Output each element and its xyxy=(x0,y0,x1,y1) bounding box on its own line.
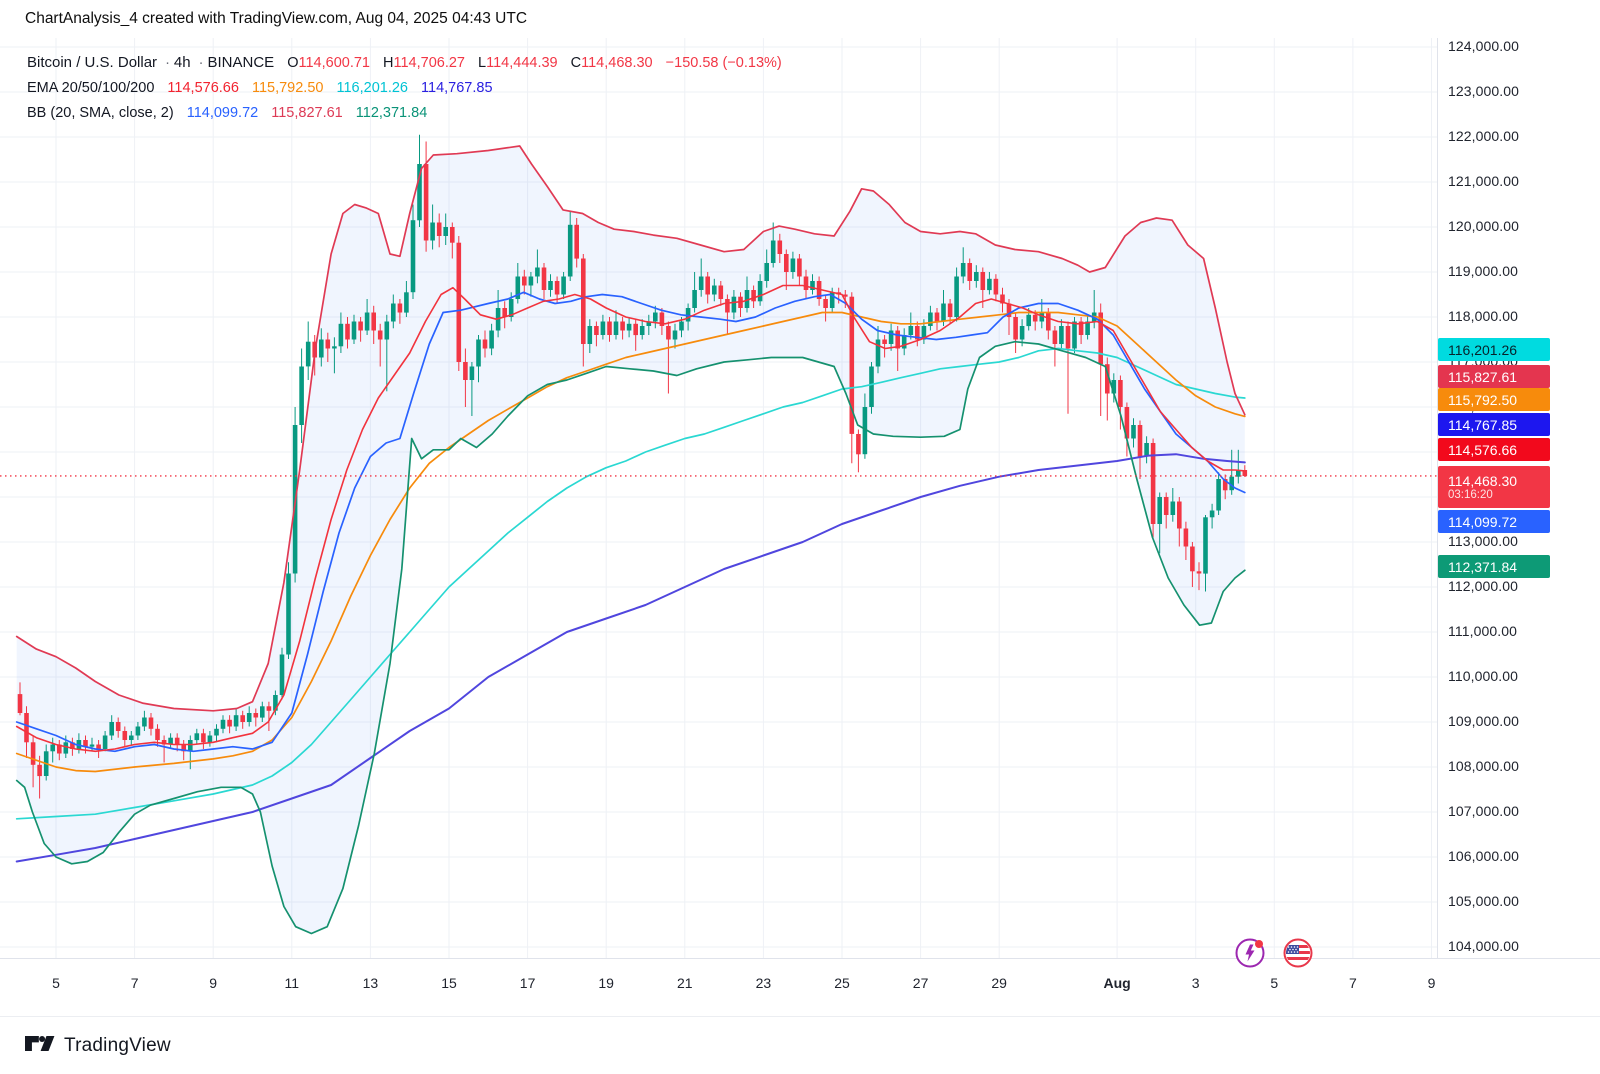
ema-50-line xyxy=(15,311,1246,773)
time-tick-label: 23 xyxy=(755,975,772,991)
time-tick-label: 19 xyxy=(598,975,614,991)
time-tick-label: 13 xyxy=(362,975,379,991)
ema100-value: 116,201.26 xyxy=(336,80,408,96)
page-title-text: ChartAnalysis_4 created with TradingView… xyxy=(25,10,528,27)
price-tick-label: 106,000.00 xyxy=(1448,848,1520,864)
time-tick-label: 15 xyxy=(441,975,457,991)
low-value: 114,444.39 xyxy=(486,55,558,71)
time-axis[interactable]: 5 7 9 11 13 15 17 19 21 23 25 27 29 Aug 3 5 7 9 xyxy=(0,958,1600,1016)
price-tick-label: 122,000.00 xyxy=(1448,128,1520,144)
bb-lower-line xyxy=(15,340,1246,935)
price-badge: 114,767.85 xyxy=(1438,413,1550,436)
ema-20-line xyxy=(15,284,1246,753)
page-title: ChartAnalysis_4 created with TradingView… xyxy=(0,0,1600,38)
interval-label: 4h xyxy=(173,54,191,71)
legend-bb-row[interactable]: BB (20, SMA, close, 2) 114,099.72 115,82… xyxy=(27,101,782,126)
legend-separator: · xyxy=(198,55,204,71)
ema200-value: 114,767.85 xyxy=(421,80,493,96)
ema50-value: 115,792.50 xyxy=(251,80,324,96)
price-badge: 116,201.26 xyxy=(1438,338,1550,361)
time-tick-label: 17 xyxy=(519,975,536,991)
lightning-event-icon[interactable] xyxy=(1234,937,1266,969)
us-flag-event-icon[interactable] xyxy=(1282,937,1314,969)
time-tick-label: 9 xyxy=(1427,975,1436,991)
price-badge: 114,099.72 xyxy=(1438,510,1550,533)
price-tick-label: 108,000.00 xyxy=(1448,758,1520,774)
time-tick-label: 7 xyxy=(1348,975,1357,991)
price-tick-label: 120,000.00 xyxy=(1448,218,1520,234)
tradingview-brand-text[interactable]: TradingView xyxy=(64,1034,171,1056)
candlestick-series xyxy=(17,134,1248,799)
open-value: 114,600.71 xyxy=(298,55,370,71)
price-tick-label: 124,000.00 xyxy=(1448,38,1520,54)
footer-bar: TradingView xyxy=(0,1016,1600,1074)
price-badge: 115,792.50 xyxy=(1438,388,1550,411)
time-tick-label: 29 xyxy=(991,975,1007,991)
price-badge: 114,576.66 xyxy=(1438,438,1550,461)
bb-lower-value: 112,371.84 xyxy=(355,105,428,121)
price-axis-border xyxy=(1437,34,1438,958)
change-value: −150.58 (−0.13%) xyxy=(665,55,782,71)
price-tick-label: 112,000.00 xyxy=(1448,578,1519,594)
low-label: L xyxy=(478,55,487,71)
price-tick-label: 113,000.00 xyxy=(1448,533,1519,549)
time-tick-label: 9 xyxy=(209,975,218,991)
price-badge: 115,827.61 xyxy=(1438,365,1550,388)
price-tick-label: 105,000.00 xyxy=(1448,893,1520,909)
time-tick-label: 25 xyxy=(834,975,850,991)
price-tick-label: 111,000.00 xyxy=(1448,623,1517,639)
chart-legend: Bitcoin / U.S. Dollar · 4h · BINANCE O114,… xyxy=(27,50,782,126)
legend-separator: · xyxy=(165,55,170,71)
bb-basis-line xyxy=(15,291,1246,753)
price-tick-label: 107,000.00 xyxy=(1448,803,1520,819)
bb-upper-value: 115,827.61 xyxy=(271,105,343,121)
bb-indicator-label: BB (20, SMA, close, 2) xyxy=(27,105,174,121)
tradingview-logo-icon[interactable] xyxy=(25,1035,55,1056)
time-tick-label: 27 xyxy=(912,975,929,991)
price-axis[interactable]: 124,000.00 123,000.00 122,000.00 121,000.00… xyxy=(1437,0,1600,958)
bb-upper-line xyxy=(15,145,1246,712)
time-tick-label: 7 xyxy=(130,975,139,991)
ema20-value: 114,576.66 xyxy=(167,80,239,96)
ema-indicator-label: EMA 20/50/100/200 xyxy=(27,80,155,96)
price-tick-label: 123,000.00 xyxy=(1448,83,1520,99)
price-tick-label: 121,000.00 xyxy=(1448,173,1520,189)
time-tick-label: 21 xyxy=(677,975,693,991)
grid-layer xyxy=(0,34,1437,958)
price-badge: 112,371.84 xyxy=(1438,555,1550,578)
price-tick-label: 118,000.00 xyxy=(1448,308,1519,324)
bollinger-band-fill xyxy=(16,146,1245,934)
close-label: C xyxy=(570,55,582,71)
price-badge: 114,468.30 03:16:20 xyxy=(1438,466,1550,508)
time-tick-label: 3 xyxy=(1191,975,1200,991)
high-value: 114,706.27 xyxy=(393,55,466,71)
chart-canvas[interactable] xyxy=(0,0,1437,958)
price-tick-label: 104,000.00 xyxy=(1448,938,1520,954)
high-label: H xyxy=(383,55,394,71)
price-tick-label: 110,000.00 xyxy=(1448,668,1519,684)
time-tick-label: 11 xyxy=(284,975,300,991)
time-tick-label: 5 xyxy=(52,975,60,991)
ema-200-line xyxy=(15,453,1246,863)
exchange-label: BINANCE xyxy=(207,54,275,71)
legend-ema-row[interactable]: EMA 20/50/100/200 114,576.66 115,792.50 … xyxy=(27,76,782,101)
price-tick-label: 109,000.00 xyxy=(1448,713,1520,729)
bb-basis-value: 114,099.72 xyxy=(186,105,259,121)
ema-100-line xyxy=(15,347,1246,820)
symbol-name: Bitcoin / U.S. Dollar xyxy=(27,54,158,71)
open-label: O xyxy=(287,55,299,71)
legend-symbol-row[interactable]: Bitcoin / U.S. Dollar · 4h · BINANCE O114,… xyxy=(27,50,782,76)
time-tick-label: 5 xyxy=(1270,975,1279,991)
price-tick-label: 119,000.00 xyxy=(1448,263,1519,279)
close-value: 114,468.30 xyxy=(581,55,653,71)
time-tick-label: Aug xyxy=(1103,975,1131,991)
